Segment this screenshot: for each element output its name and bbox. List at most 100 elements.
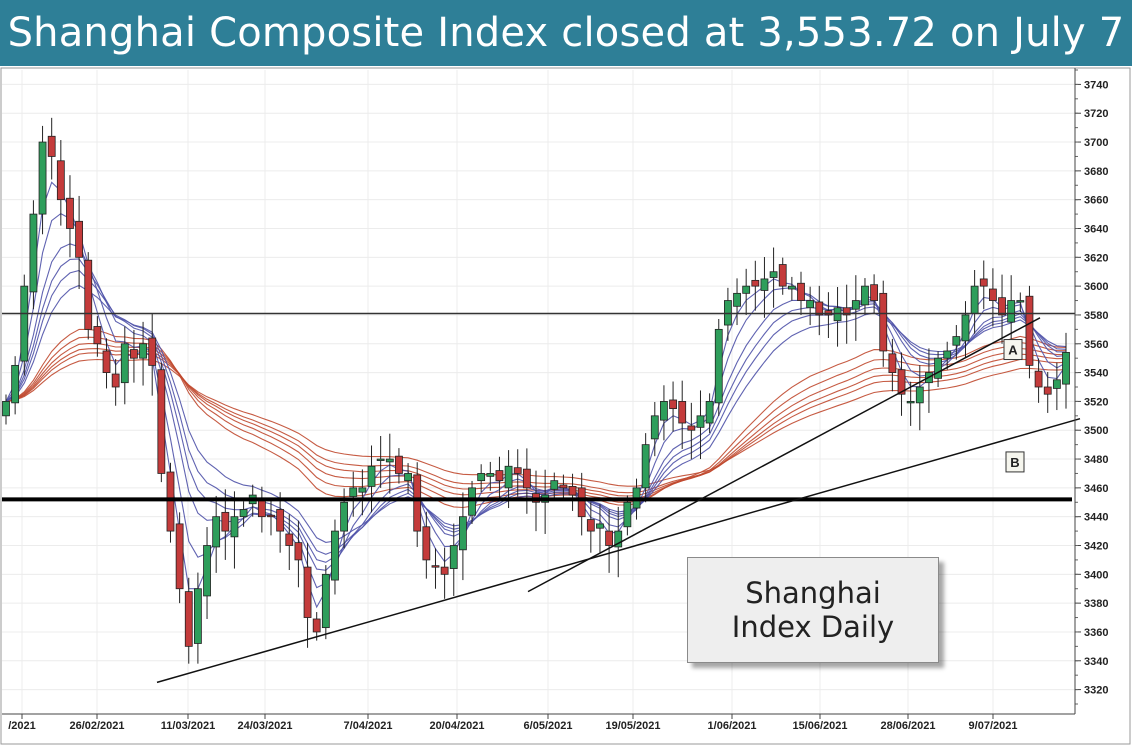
x-tick-label: /2021 <box>8 720 36 732</box>
candle-down <box>276 509 285 532</box>
candle-down <box>998 297 1006 316</box>
candle-up <box>367 465 376 487</box>
candle-down <box>84 259 93 330</box>
candle-down <box>988 288 997 301</box>
candle-down <box>669 399 677 410</box>
y-tick-label: 3480 <box>1084 454 1108 466</box>
x-tick-label: 1/06/2021 <box>708 720 757 732</box>
chart-label-line2: Index Daily <box>731 610 895 644</box>
candle-up <box>705 401 714 424</box>
candle-down <box>577 487 586 518</box>
x-tick-label: 11/03/2021 <box>161 720 215 732</box>
candle-up <box>851 300 860 310</box>
y-tick-label: 3460 <box>1084 483 1108 495</box>
y-tick-label: 3660 <box>1084 195 1108 207</box>
annotation-box-a <box>1003 339 1023 361</box>
candle-down <box>75 220 84 258</box>
candle-up <box>203 545 211 597</box>
x-tick-label: 24/03/2021 <box>237 720 292 732</box>
y-tick-label: 3400 <box>1084 569 1108 581</box>
candle-up <box>952 336 961 346</box>
y-tick-label: 3340 <box>1084 656 1108 668</box>
annotation-label-b: B <box>1010 455 1019 470</box>
trend-line-a <box>527 317 1041 593</box>
candle-down <box>888 353 897 373</box>
candle-down <box>1043 386 1052 395</box>
chart-label-line1: Shanghai <box>745 576 881 610</box>
candle-up <box>29 213 38 293</box>
candle-down <box>559 484 568 489</box>
candle-up <box>449 545 458 569</box>
y-tick-label: 3320 <box>1084 685 1108 697</box>
chart-label-box: Shanghai Index Daily <box>687 557 939 663</box>
candle-up <box>458 516 467 551</box>
y-tick-label: 3500 <box>1084 425 1108 437</box>
trend-line-b <box>156 417 1081 684</box>
candle-up <box>550 480 559 490</box>
candle-down <box>294 542 303 561</box>
candle-down <box>495 470 504 482</box>
candle-down <box>175 523 184 590</box>
candle-down <box>111 373 120 388</box>
y-tick-label: 3380 <box>1084 598 1108 610</box>
candle-down <box>879 292 888 352</box>
candle-up <box>331 530 339 581</box>
candle-down <box>285 533 294 546</box>
candle-down <box>56 160 65 201</box>
candle-down <box>413 474 422 532</box>
page-title: Shanghai Composite Index closed at 3,553… <box>0 0 1132 66</box>
y-tick-label: 3580 <box>1084 310 1108 322</box>
reference-lines <box>2 312 1081 684</box>
candle-down <box>184 591 193 647</box>
candle-up <box>230 516 239 538</box>
candle-down <box>751 279 760 287</box>
candle-down <box>303 566 312 618</box>
candle-up <box>769 271 778 278</box>
candle-down <box>166 471 175 532</box>
candle-up <box>915 386 924 404</box>
candle-up <box>120 343 129 384</box>
candle-up <box>623 501 632 528</box>
candle-down <box>605 530 614 546</box>
y-tick-label: 3540 <box>1084 368 1108 380</box>
annotation-box-b <box>1005 451 1025 473</box>
x-tick-label: 28/06/2021 <box>880 720 935 732</box>
candle-up <box>504 465 513 489</box>
candle-up <box>11 364 20 404</box>
y-tick-label: 3680 <box>1084 166 1108 178</box>
y-tick-label: 3640 <box>1084 224 1108 236</box>
candle-down <box>66 197 74 229</box>
candle-down <box>267 514 275 518</box>
candle-up <box>614 530 623 548</box>
candle-up <box>38 141 47 215</box>
candle-up <box>806 300 815 309</box>
candle-up <box>239 509 248 518</box>
candle-up <box>477 473 486 482</box>
candlestick-chart: 3320 3340 3360 3380 3400 3420 3440 3460 3480 3500… <box>0 67 1131 745</box>
candle-up <box>376 458 385 461</box>
x-tick-label: 7/04/2021 <box>344 720 393 732</box>
y-tick-label: 3440 <box>1084 512 1108 524</box>
x-tick-label: 19/05/2021 <box>605 720 660 732</box>
candle-up <box>321 573 330 629</box>
y-tick-label: 3600 <box>1084 281 1108 293</box>
candle-down <box>1034 370 1043 388</box>
candle-down <box>522 468 531 489</box>
candle-down <box>1025 295 1034 366</box>
candle-up <box>596 523 604 529</box>
candle-up <box>787 285 796 290</box>
y-tick-label: 3740 <box>1084 79 1108 91</box>
candle-up <box>20 285 29 362</box>
grid <box>2 70 1075 714</box>
candle-down <box>257 498 266 518</box>
candle-down <box>440 566 449 575</box>
candle-up <box>906 401 915 404</box>
candle-up <box>1016 300 1025 303</box>
candle-up <box>650 415 659 440</box>
candle-down <box>395 455 403 474</box>
candle-down <box>130 349 138 359</box>
y-tick-label: 3720 <box>1084 108 1108 120</box>
y-tick-label: 3700 <box>1084 137 1108 149</box>
candle-down <box>687 425 696 431</box>
y-tick-label: 3520 <box>1084 396 1108 408</box>
